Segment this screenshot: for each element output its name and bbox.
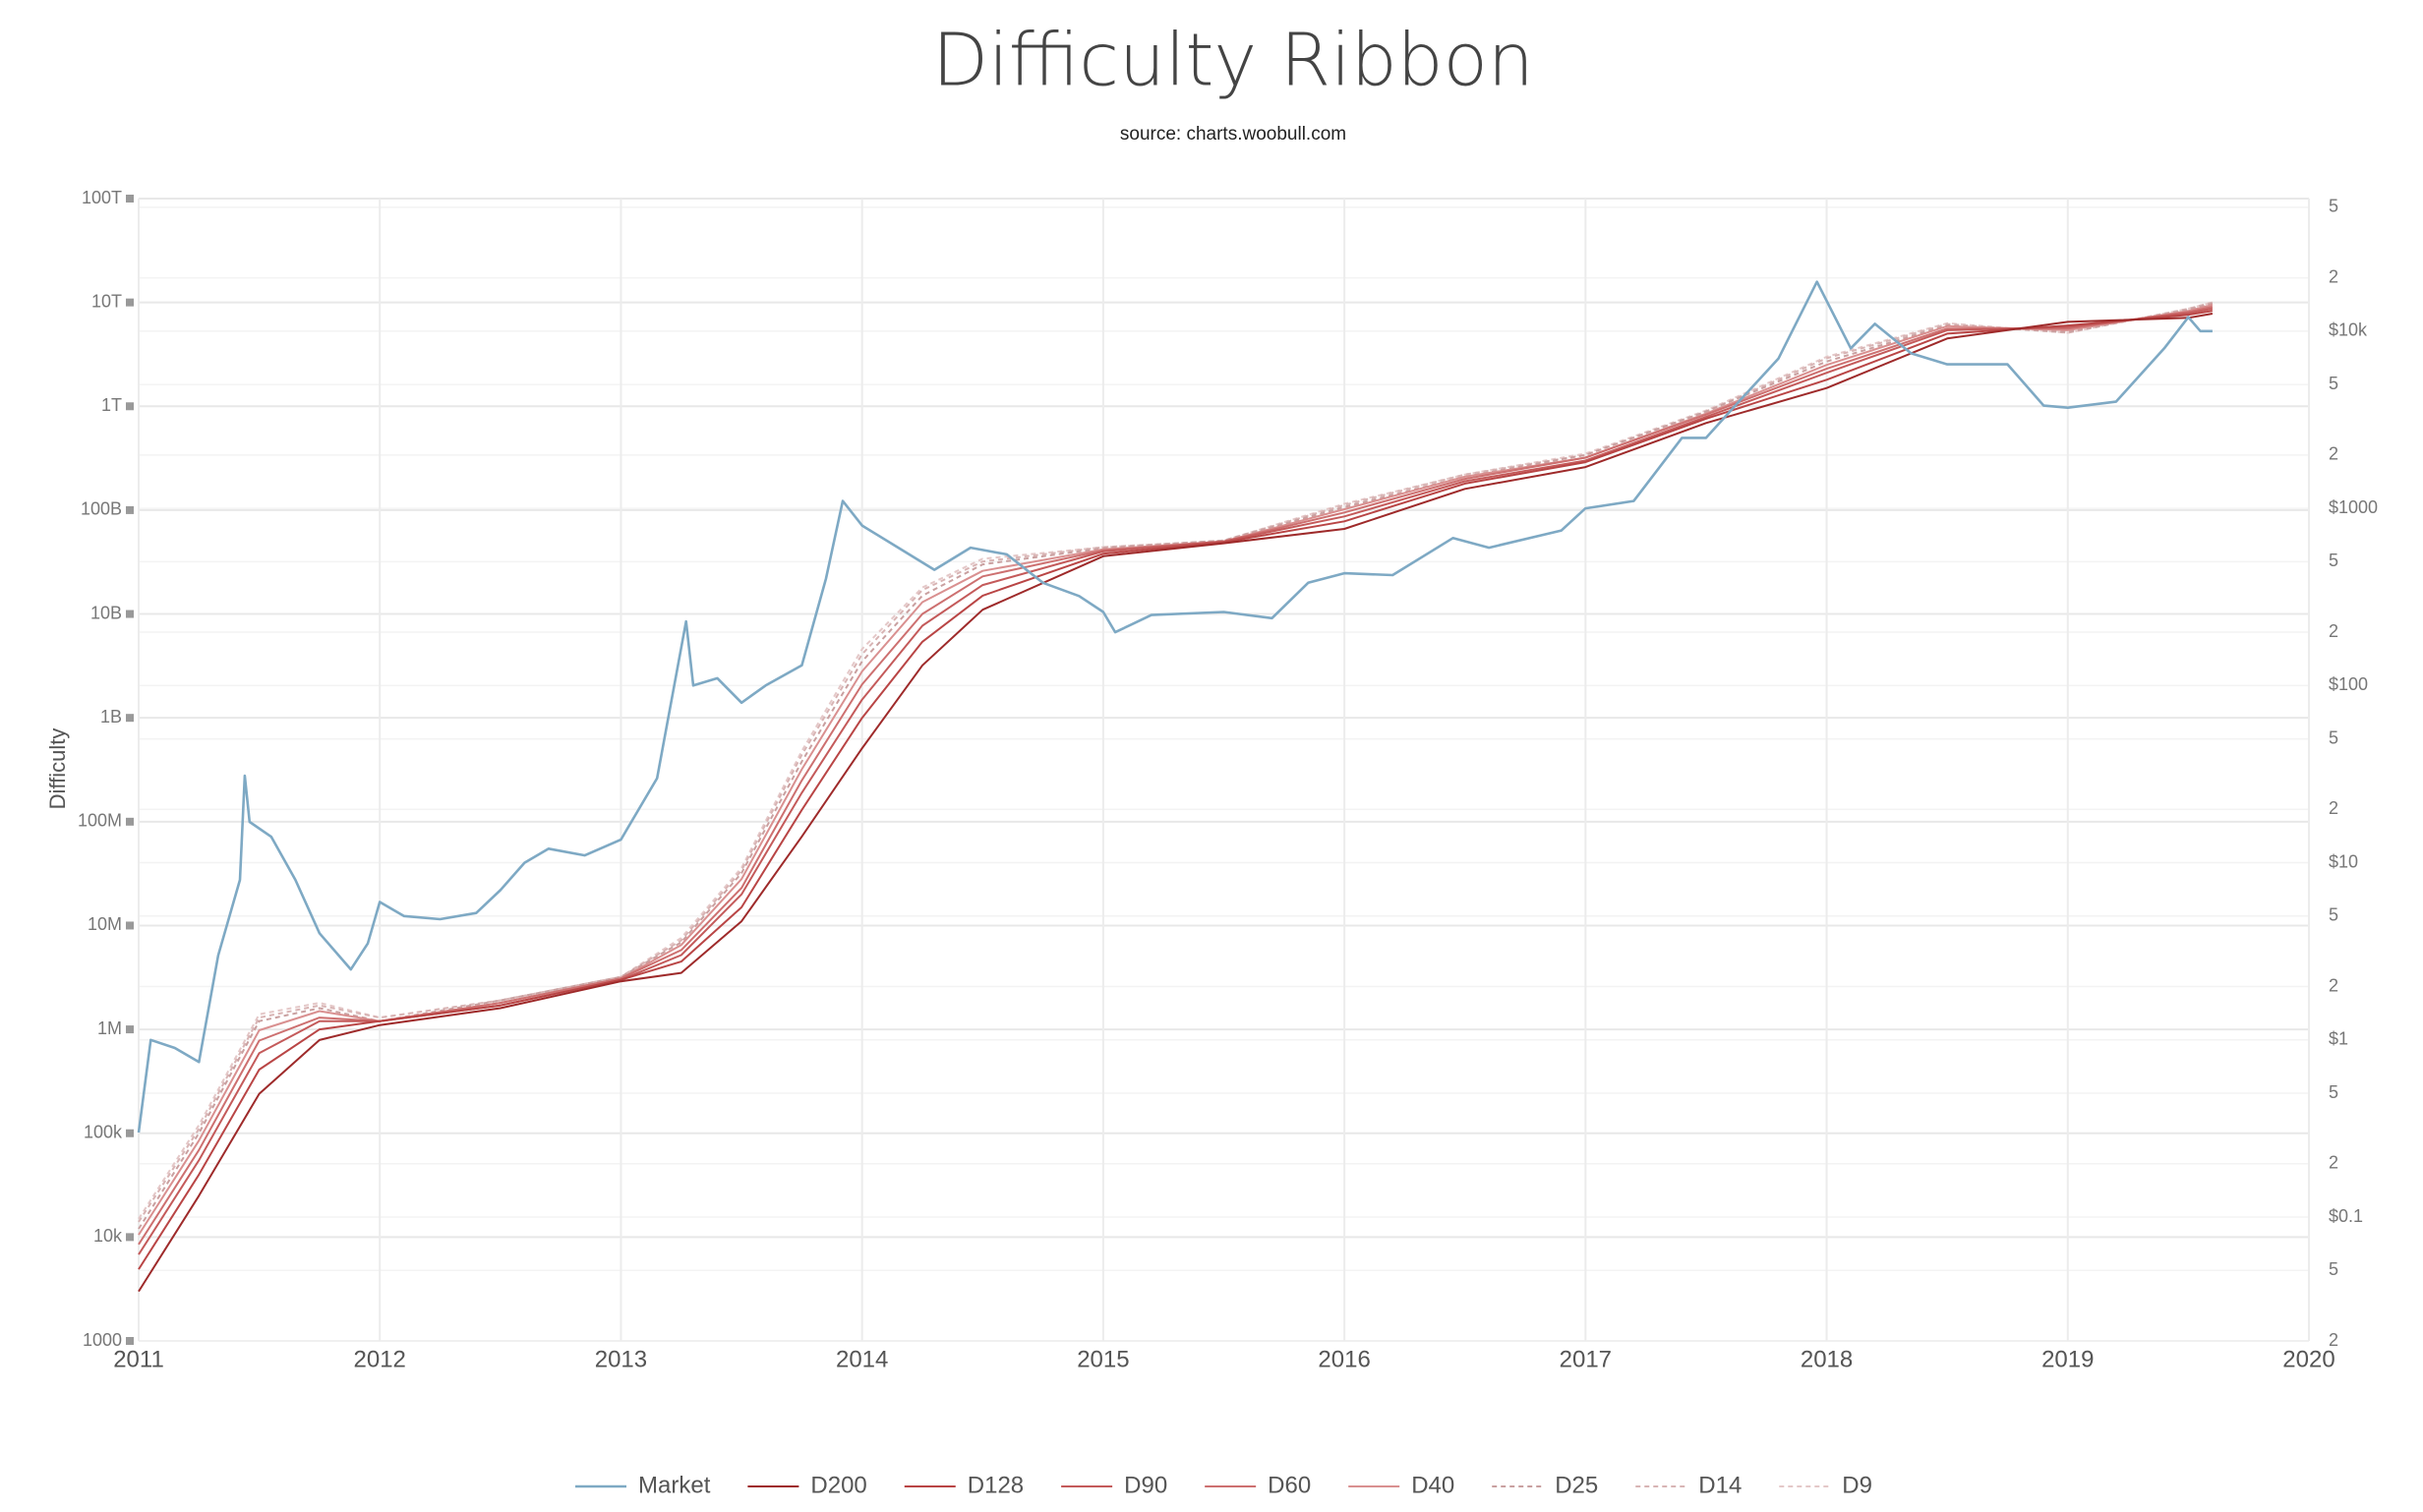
series-line — [138, 310, 2214, 1270]
series-line — [138, 308, 2214, 1255]
y-tick-mark — [126, 402, 134, 411]
series-line — [138, 302, 2214, 1230]
y-tick-mark — [126, 921, 134, 930]
series-line — [138, 304, 2214, 1236]
y2-tick-label: 5 — [2329, 1259, 2338, 1279]
y2-tick-label: 5 — [2329, 197, 2338, 216]
x-tick-label: 2020 — [2282, 1346, 2334, 1372]
grid — [138, 198, 2310, 1342]
legend-item[interactable]: D90 — [1061, 1472, 1167, 1498]
x-tick-label: 2013 — [595, 1346, 647, 1372]
legend-label: D40 — [1411, 1472, 1454, 1498]
y-tick-mark — [126, 610, 134, 618]
y-axis-title: Difficulty — [45, 728, 70, 810]
x-tick-label: 2015 — [1077, 1346, 1129, 1372]
y-tick-mark — [126, 1337, 134, 1345]
y2-tick-label: 5 — [2329, 551, 2338, 570]
y-tick-label: 10k — [93, 1226, 123, 1246]
series-line — [138, 301, 2214, 1223]
y-tick-label: 100B — [81, 499, 122, 519]
legend-label: D25 — [1555, 1472, 1598, 1498]
legend-label: D9 — [1842, 1472, 1872, 1498]
legend-label: D60 — [1268, 1472, 1311, 1498]
x-tick-label: 2016 — [1318, 1346, 1370, 1372]
series-line — [138, 301, 2214, 1220]
y2-tick-label: 2 — [2329, 1330, 2338, 1350]
legend-item[interactable]: D40 — [1348, 1472, 1454, 1498]
legend-label: D128 — [968, 1472, 1024, 1498]
legend-item[interactable]: D9 — [1779, 1472, 1872, 1498]
y2-tick-label: 2 — [2329, 1153, 2338, 1173]
series-line — [138, 306, 2214, 1246]
y2-tick-label: 2 — [2329, 975, 2338, 995]
y-tick-label: 100T — [82, 188, 122, 207]
y-tick-mark — [126, 714, 134, 723]
y2-tick-label: $10 — [2329, 851, 2358, 871]
y2-tick-label: 5 — [2329, 905, 2338, 925]
y-tick-mark — [126, 298, 134, 307]
y-tick-label: 10B — [90, 603, 122, 622]
x-tick-label: 2019 — [2041, 1346, 2094, 1372]
y-tick-label: 1B — [100, 707, 122, 727]
plot-area — [137, 280, 2214, 1293]
y2-tick-label: $0.1 — [2329, 1206, 2363, 1226]
y-tick-label: 100M — [78, 811, 122, 831]
series-line — [137, 280, 2213, 1134]
y-tick-label: 1000 — [83, 1330, 122, 1350]
x-tick-label: 2018 — [1801, 1346, 1853, 1372]
y2-tick-label: 2 — [2329, 798, 2338, 818]
legend-label: D200 — [810, 1472, 866, 1498]
y-tick-label: 10T — [91, 291, 122, 311]
y-tick-mark — [126, 1129, 134, 1137]
y2-tick-label: 5 — [2329, 1082, 2338, 1102]
legend-label: D90 — [1124, 1472, 1167, 1498]
legend-label: D14 — [1698, 1472, 1742, 1498]
legend-item[interactable]: D128 — [904, 1472, 1024, 1498]
series-line — [138, 313, 2214, 1293]
y-tick-mark — [126, 817, 134, 826]
y-tick-label: 100k — [84, 1122, 123, 1141]
axes: 1000 10k 100k 1M 10M 100M 1B 10B 100B 1T 10T 100T 2 5… — [78, 188, 2378, 1373]
legend-label: Market — [638, 1472, 711, 1498]
legend-item[interactable]: D60 — [1205, 1472, 1311, 1498]
y2-tick-label: $1000 — [2329, 497, 2378, 517]
x-tick-label: 2014 — [836, 1346, 888, 1372]
legend-item[interactable]: D25 — [1492, 1472, 1598, 1498]
y-tick-label: 10M — [88, 914, 122, 934]
y-tick-mark — [126, 1233, 134, 1242]
legend-item[interactable]: D14 — [1635, 1472, 1742, 1498]
y2-tick-label: 2 — [2329, 444, 2338, 464]
y2-tick-label: $1 — [2329, 1029, 2348, 1049]
y2-tick-label: $10k — [2329, 320, 2368, 340]
x-tick-label: 2011 — [113, 1346, 164, 1372]
legend-item[interactable]: Market — [575, 1472, 711, 1498]
y-tick-label: 1M — [97, 1018, 122, 1038]
y2-tick-label: 2 — [2329, 266, 2338, 286]
y2-tick-label: 5 — [2329, 374, 2338, 393]
x-tick-label: 2012 — [354, 1346, 406, 1372]
y2-tick-label: 5 — [2329, 727, 2338, 747]
x-tick-label: 2017 — [1560, 1346, 1612, 1372]
y-tick-mark — [126, 195, 134, 203]
chart-title: Difficulty Ribbon — [932, 19, 1534, 103]
legend: Market D200 D128 D90 D60 D40 D25 D14 D9 — [575, 1472, 1872, 1498]
y-tick-mark — [126, 505, 134, 514]
y-tick-label: 1T — [101, 395, 122, 415]
legend-item[interactable]: D200 — [747, 1472, 867, 1498]
y2-tick-label: 2 — [2329, 621, 2338, 641]
chart-subtitle: source: charts.woobull.com — [1120, 124, 1346, 145]
y2-tick-label: $100 — [2329, 674, 2368, 694]
y-tick-mark — [126, 1025, 134, 1034]
